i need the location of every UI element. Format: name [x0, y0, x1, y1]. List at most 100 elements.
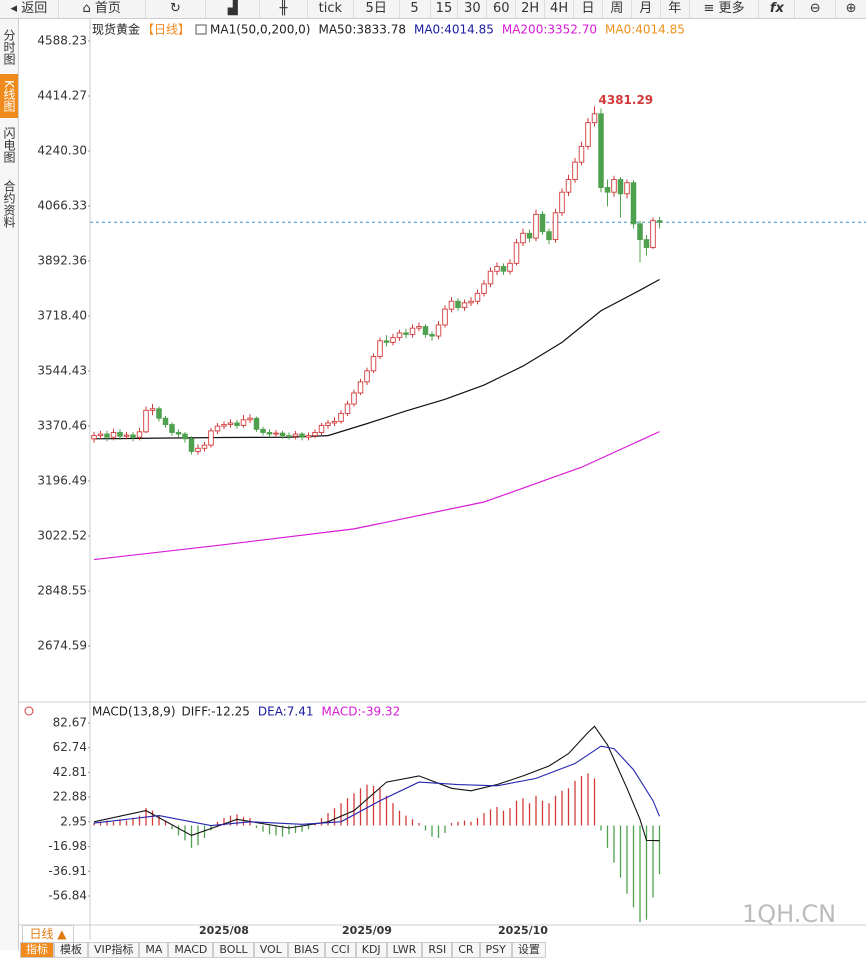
candle-body — [585, 122, 591, 147]
y-tick-label: 4066.33 — [37, 198, 87, 212]
candle-icon[interactable]: ╫ — [260, 0, 308, 18]
y-tick-label: 2.95 — [60, 814, 87, 828]
candle-body — [604, 187, 611, 193]
candle-body — [91, 435, 97, 440]
side-tab[interactable]: 合约资料 — [2, 180, 16, 228]
candle-body — [630, 182, 637, 225]
candle-body — [279, 432, 286, 437]
side-tab[interactable]: K线图 — [0, 74, 18, 118]
tab[interactable]: MACD — [168, 942, 214, 958]
period-button[interactable]: 15 — [431, 0, 459, 18]
period-button[interactable]: 周 — [603, 0, 632, 18]
candle-body — [188, 438, 195, 452]
y-tick-label: 3718.40 — [37, 308, 87, 322]
candle-body — [143, 409, 149, 433]
zoom-in[interactable]: ⊕ — [845, 1, 857, 16]
x-tick-label: 2025/09 — [342, 924, 392, 937]
candle-body — [474, 292, 481, 302]
tab[interactable]: 模板 — [54, 942, 88, 958]
candle-body — [390, 337, 396, 343]
candle-body — [546, 231, 552, 241]
legend-label: MA1(50,0,200,0) — [210, 23, 310, 37]
y-tick-label: -16.98 — [48, 839, 87, 853]
candle-body — [591, 113, 598, 124]
legend-label: DIFF:-12.25 — [182, 705, 250, 719]
zoom-out[interactable]: ⊖ — [795, 0, 837, 18]
candle-body — [312, 432, 318, 437]
tab[interactable]: BIAS — [287, 942, 326, 958]
period-button[interactable]: 2H — [516, 0, 546, 18]
candle-body — [533, 213, 539, 239]
candle-body — [650, 220, 656, 248]
candle-body — [487, 270, 494, 285]
tab[interactable]: VIP指标 — [88, 942, 140, 958]
candle-body — [273, 432, 279, 435]
tab[interactable]: CR — [452, 942, 480, 958]
tab[interactable]: PSY — [479, 942, 512, 958]
candle-body — [559, 191, 565, 214]
legend-label: DEA:7.41 — [258, 705, 314, 719]
candle-body — [500, 266, 507, 272]
back-button[interactable]: ◂ 返回 — [0, 0, 59, 18]
period-button[interactable]: 60 — [487, 0, 517, 18]
candle-body — [325, 422, 331, 426]
ma-line — [93, 278, 660, 440]
y-tick-label: 82.67 — [53, 715, 87, 729]
candle-body — [253, 417, 260, 430]
y-tick-label: 3892.36 — [37, 254, 87, 268]
y-tick-label: 3370.46 — [37, 419, 87, 433]
tab[interactable]: VOL — [253, 942, 288, 958]
tab[interactable]: LWR — [386, 942, 423, 958]
candle-body — [214, 425, 221, 432]
legend-label: MA0:4014.85 — [414, 23, 494, 37]
chart-icon[interactable]: ▟ — [206, 0, 261, 18]
side-tab[interactable]: 分时图 — [2, 29, 16, 65]
candle-body — [149, 408, 156, 411]
period-button[interactable]: 年 — [661, 0, 690, 18]
tab[interactable]: CCI — [325, 942, 356, 958]
tab[interactable]: RSI — [422, 942, 453, 958]
period-button[interactable]: tick — [308, 0, 354, 18]
candle-body — [162, 417, 169, 426]
candle-body — [455, 300, 461, 309]
candle-body — [331, 420, 338, 424]
candle-body — [656, 220, 663, 223]
period-button[interactable]: 日 — [574, 0, 603, 18]
tab[interactable]: KDJ — [355, 942, 387, 958]
y-tick-label: 4240.30 — [37, 143, 87, 157]
candle-body — [110, 432, 117, 438]
candle-body — [221, 424, 227, 427]
period-button[interactable]: 月 — [632, 0, 661, 18]
home-button[interactable]: ⌂ 首页 — [59, 0, 146, 18]
y-tick-label: 4414.27 — [37, 88, 87, 102]
candle-body — [578, 145, 585, 163]
side-tab[interactable]: 闪电图 — [2, 127, 16, 163]
period-button[interactable]: 5日 — [354, 0, 400, 18]
candle-body — [383, 340, 390, 343]
macd-line — [93, 745, 661, 827]
tab[interactable]: 设置 — [511, 942, 546, 958]
candle-body — [507, 262, 513, 272]
candle-body — [448, 300, 455, 310]
candle-body — [260, 428, 266, 433]
tab[interactable]: 指标 — [20, 942, 54, 958]
period-selector[interactable]: 日线 ▲ — [22, 925, 74, 943]
macd-line — [93, 725, 660, 842]
candle-body — [286, 435, 292, 438]
fx-button[interactable]: fx — [759, 0, 796, 18]
period-button[interactable]: 5 — [400, 0, 431, 18]
candle-body — [572, 161, 578, 180]
tab[interactable]: MA — [139, 942, 169, 958]
candle-body — [520, 232, 526, 244]
period-button[interactable]: 4H — [545, 0, 575, 18]
candle-body — [175, 432, 182, 435]
tab[interactable]: BOLL — [213, 942, 254, 958]
refresh-button[interactable]: ↻ — [146, 0, 207, 18]
more-button[interactable]: ≡ 更多 — [690, 0, 760, 18]
candle-body — [565, 179, 572, 193]
period-button[interactable]: 30 — [458, 0, 488, 18]
candle-body — [208, 430, 214, 446]
candle-body — [481, 283, 487, 294]
